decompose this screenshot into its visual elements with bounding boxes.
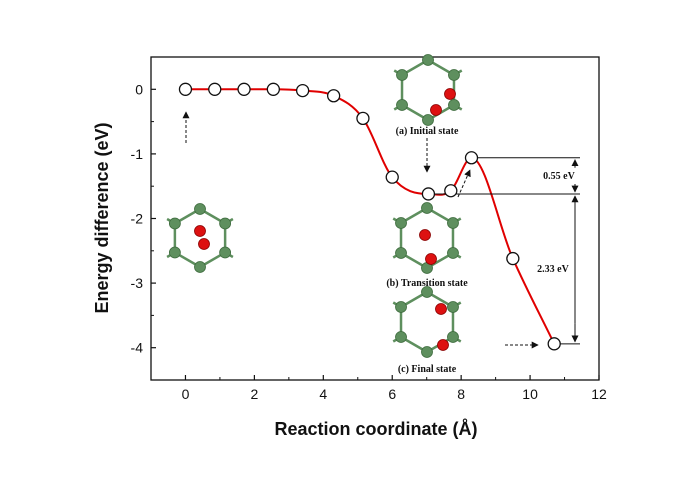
ticks: 0 2 4 6 8 10 12 0 -1 -2 -3 -4 (131, 56, 607, 402)
carbon-atom (219, 217, 232, 230)
x-tick-label: 10 (522, 386, 538, 402)
carbon-atom (219, 246, 232, 259)
carbon-atom (395, 301, 407, 313)
y-tick-label: -1 (131, 146, 144, 162)
y-axis-label: Energy difference (eV) (92, 122, 112, 313)
data-point (178, 82, 193, 96)
oxygen-atom (430, 104, 442, 116)
y-tick-label: -4 (131, 340, 144, 356)
oxygen-atom (198, 238, 210, 250)
molecules (166, 54, 463, 358)
carbon-atom (194, 203, 206, 215)
carbon-atom (448, 69, 460, 81)
x-tick-label: 0 (182, 386, 190, 402)
carbon-atom (422, 54, 434, 66)
arrows (182, 111, 580, 349)
carbon-atom (447, 247, 459, 259)
oxygen-atom (437, 339, 449, 351)
molecule-start (166, 203, 234, 273)
data-point (385, 170, 399, 184)
data-point (547, 337, 561, 351)
carbon-atom (395, 217, 407, 229)
transition-state-label: (b) Transition state (386, 278, 468, 289)
data-point (326, 89, 341, 103)
x-tick-label: 2 (250, 386, 258, 402)
carbon-atom (447, 217, 459, 229)
oxygen-atom (419, 229, 431, 241)
y-tick-label: 0 (135, 81, 143, 97)
y-tick-label: -3 (131, 275, 144, 291)
x-tick-label: 12 (591, 386, 607, 402)
carbon-atom (447, 331, 459, 343)
carbon-atom (396, 69, 408, 81)
data-point (421, 187, 436, 201)
x-tick-label: 8 (457, 386, 465, 402)
carbon-atom (194, 261, 206, 273)
carbon-atom (168, 246, 181, 259)
carbon-atom (421, 286, 433, 298)
final-state-label: (c) Final state (398, 364, 457, 375)
carbon-atom (396, 99, 408, 111)
carbon-atom (448, 99, 460, 111)
carbon-atom (395, 247, 407, 259)
data-point (266, 82, 280, 96)
data-point (208, 82, 222, 96)
carbon-atom (395, 331, 407, 343)
data-point (295, 83, 310, 98)
drop-label: 2.33 eV (537, 264, 569, 275)
carbon-atom (421, 346, 433, 358)
data-point (356, 111, 370, 126)
x-axis-label: Reaction coordinate (Å) (274, 419, 477, 439)
data-point (237, 82, 251, 96)
carbon-atom (421, 202, 433, 214)
data-point (444, 184, 458, 198)
carbon-atom (422, 114, 434, 126)
x-tick-label: 6 (388, 386, 396, 402)
x-tick-label: 4 (319, 386, 327, 402)
data-point (506, 251, 520, 266)
y-tick-label: -2 (131, 211, 144, 227)
molecule-final (392, 286, 462, 358)
initial-state-label: (a) Initial state (396, 126, 459, 137)
oxygen-atom (435, 303, 447, 315)
carbon-atom (168, 217, 181, 230)
oxygen-atom (425, 253, 437, 265)
energy-curve (185, 88, 556, 345)
data-point (464, 151, 479, 165)
oxygen-atom (444, 88, 456, 100)
molecule-initial (393, 54, 463, 126)
oxygen-atom (194, 225, 206, 237)
markers (178, 82, 561, 351)
barrier-label: 0.55 eV (543, 171, 575, 182)
carbon-atom (447, 301, 459, 313)
curve-layer (185, 88, 556, 345)
molecule-transition (392, 202, 462, 274)
